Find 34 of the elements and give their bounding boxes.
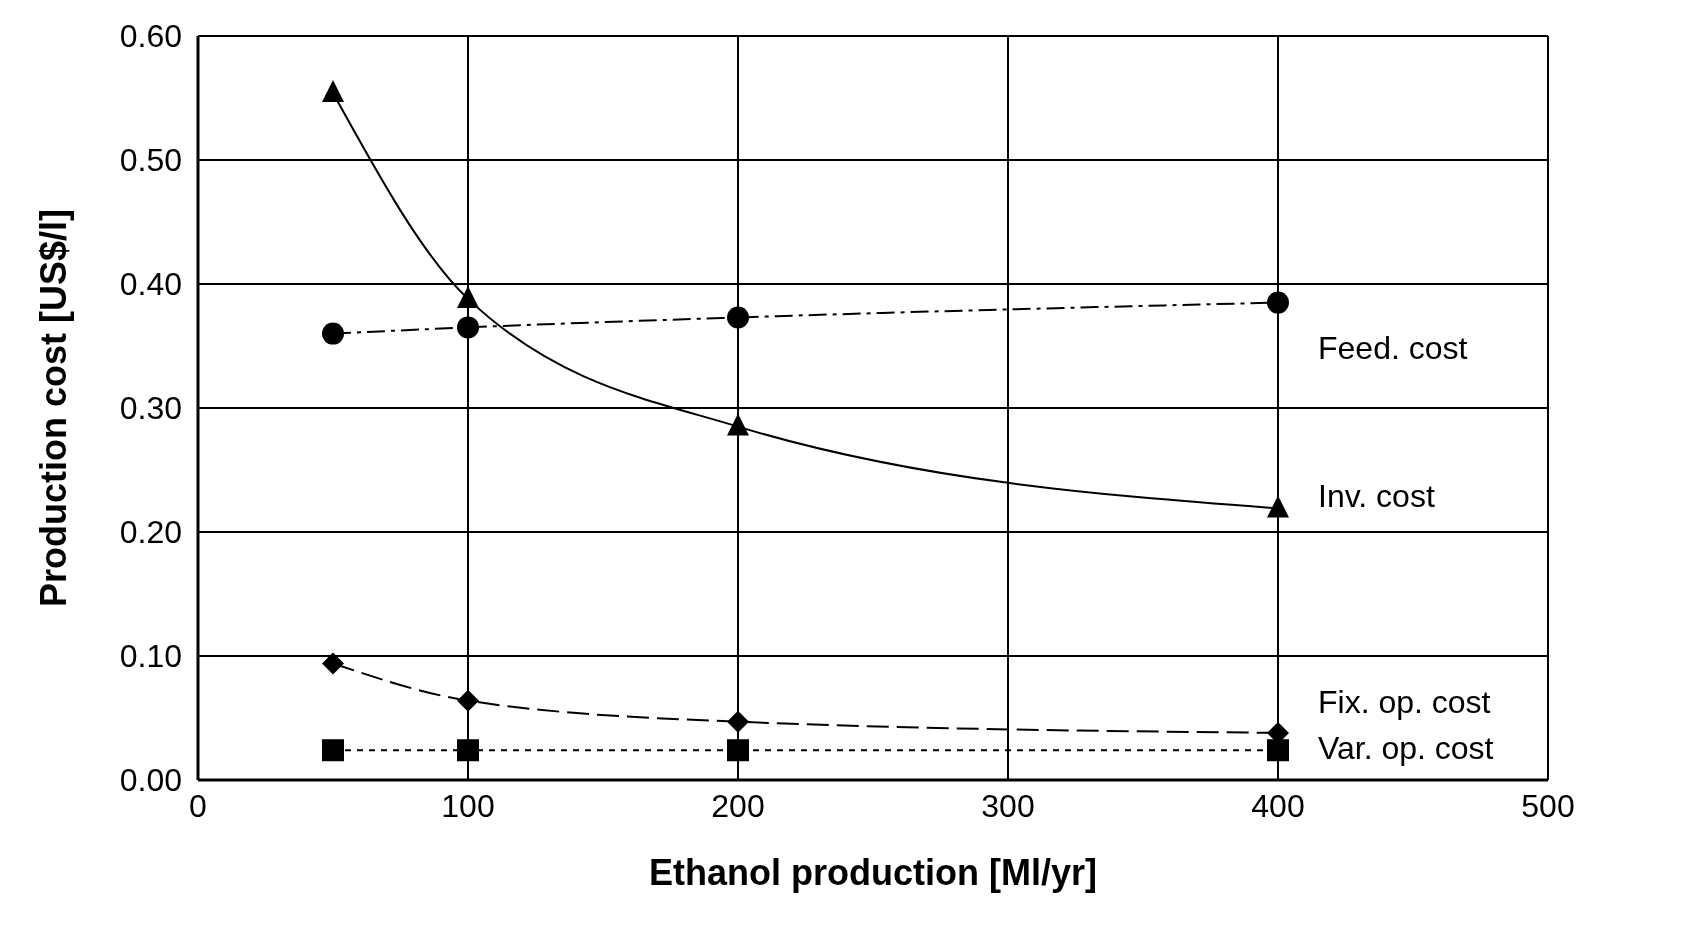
y-tick-label: 0.10 bbox=[119, 638, 182, 675]
y-tick-label: 0.60 bbox=[119, 18, 182, 55]
point bbox=[457, 316, 479, 339]
point bbox=[322, 652, 344, 675]
point bbox=[322, 322, 344, 345]
series-label: Feed. cost bbox=[1318, 330, 1468, 367]
y-tick-label: 0.00 bbox=[119, 762, 182, 799]
point bbox=[457, 285, 479, 308]
point bbox=[727, 413, 749, 436]
series-label: Var. op. cost bbox=[1318, 729, 1494, 766]
point bbox=[727, 306, 749, 329]
point bbox=[1267, 291, 1289, 314]
point bbox=[1267, 739, 1289, 762]
y-tick-label: 0.40 bbox=[119, 266, 182, 303]
y-tick-label: 0.50 bbox=[119, 142, 182, 179]
point bbox=[457, 739, 479, 762]
point bbox=[322, 739, 344, 762]
point bbox=[1267, 495, 1289, 518]
y-tick-label: 0.20 bbox=[119, 514, 182, 551]
y-tick-label: 0.30 bbox=[119, 390, 182, 427]
point bbox=[457, 689, 479, 712]
x-tick-label: 300 bbox=[981, 787, 1035, 824]
series-label: Inv. cost bbox=[1318, 477, 1435, 514]
point bbox=[322, 80, 344, 103]
y-axis-title: Production cost [US$/l] bbox=[32, 208, 74, 608]
x-tick-label: 500 bbox=[1521, 787, 1575, 824]
x-tick-label: 400 bbox=[1251, 787, 1305, 824]
x-tick-label: 200 bbox=[711, 787, 765, 824]
x-tick-label: 0 bbox=[189, 787, 207, 824]
x-tick-label: 100 bbox=[441, 787, 495, 824]
point bbox=[727, 710, 749, 733]
x-axis-title: Ethanol production [Ml/yr] bbox=[649, 852, 1097, 893]
series-label: Fix. op. cost bbox=[1318, 684, 1491, 721]
point bbox=[727, 739, 749, 762]
